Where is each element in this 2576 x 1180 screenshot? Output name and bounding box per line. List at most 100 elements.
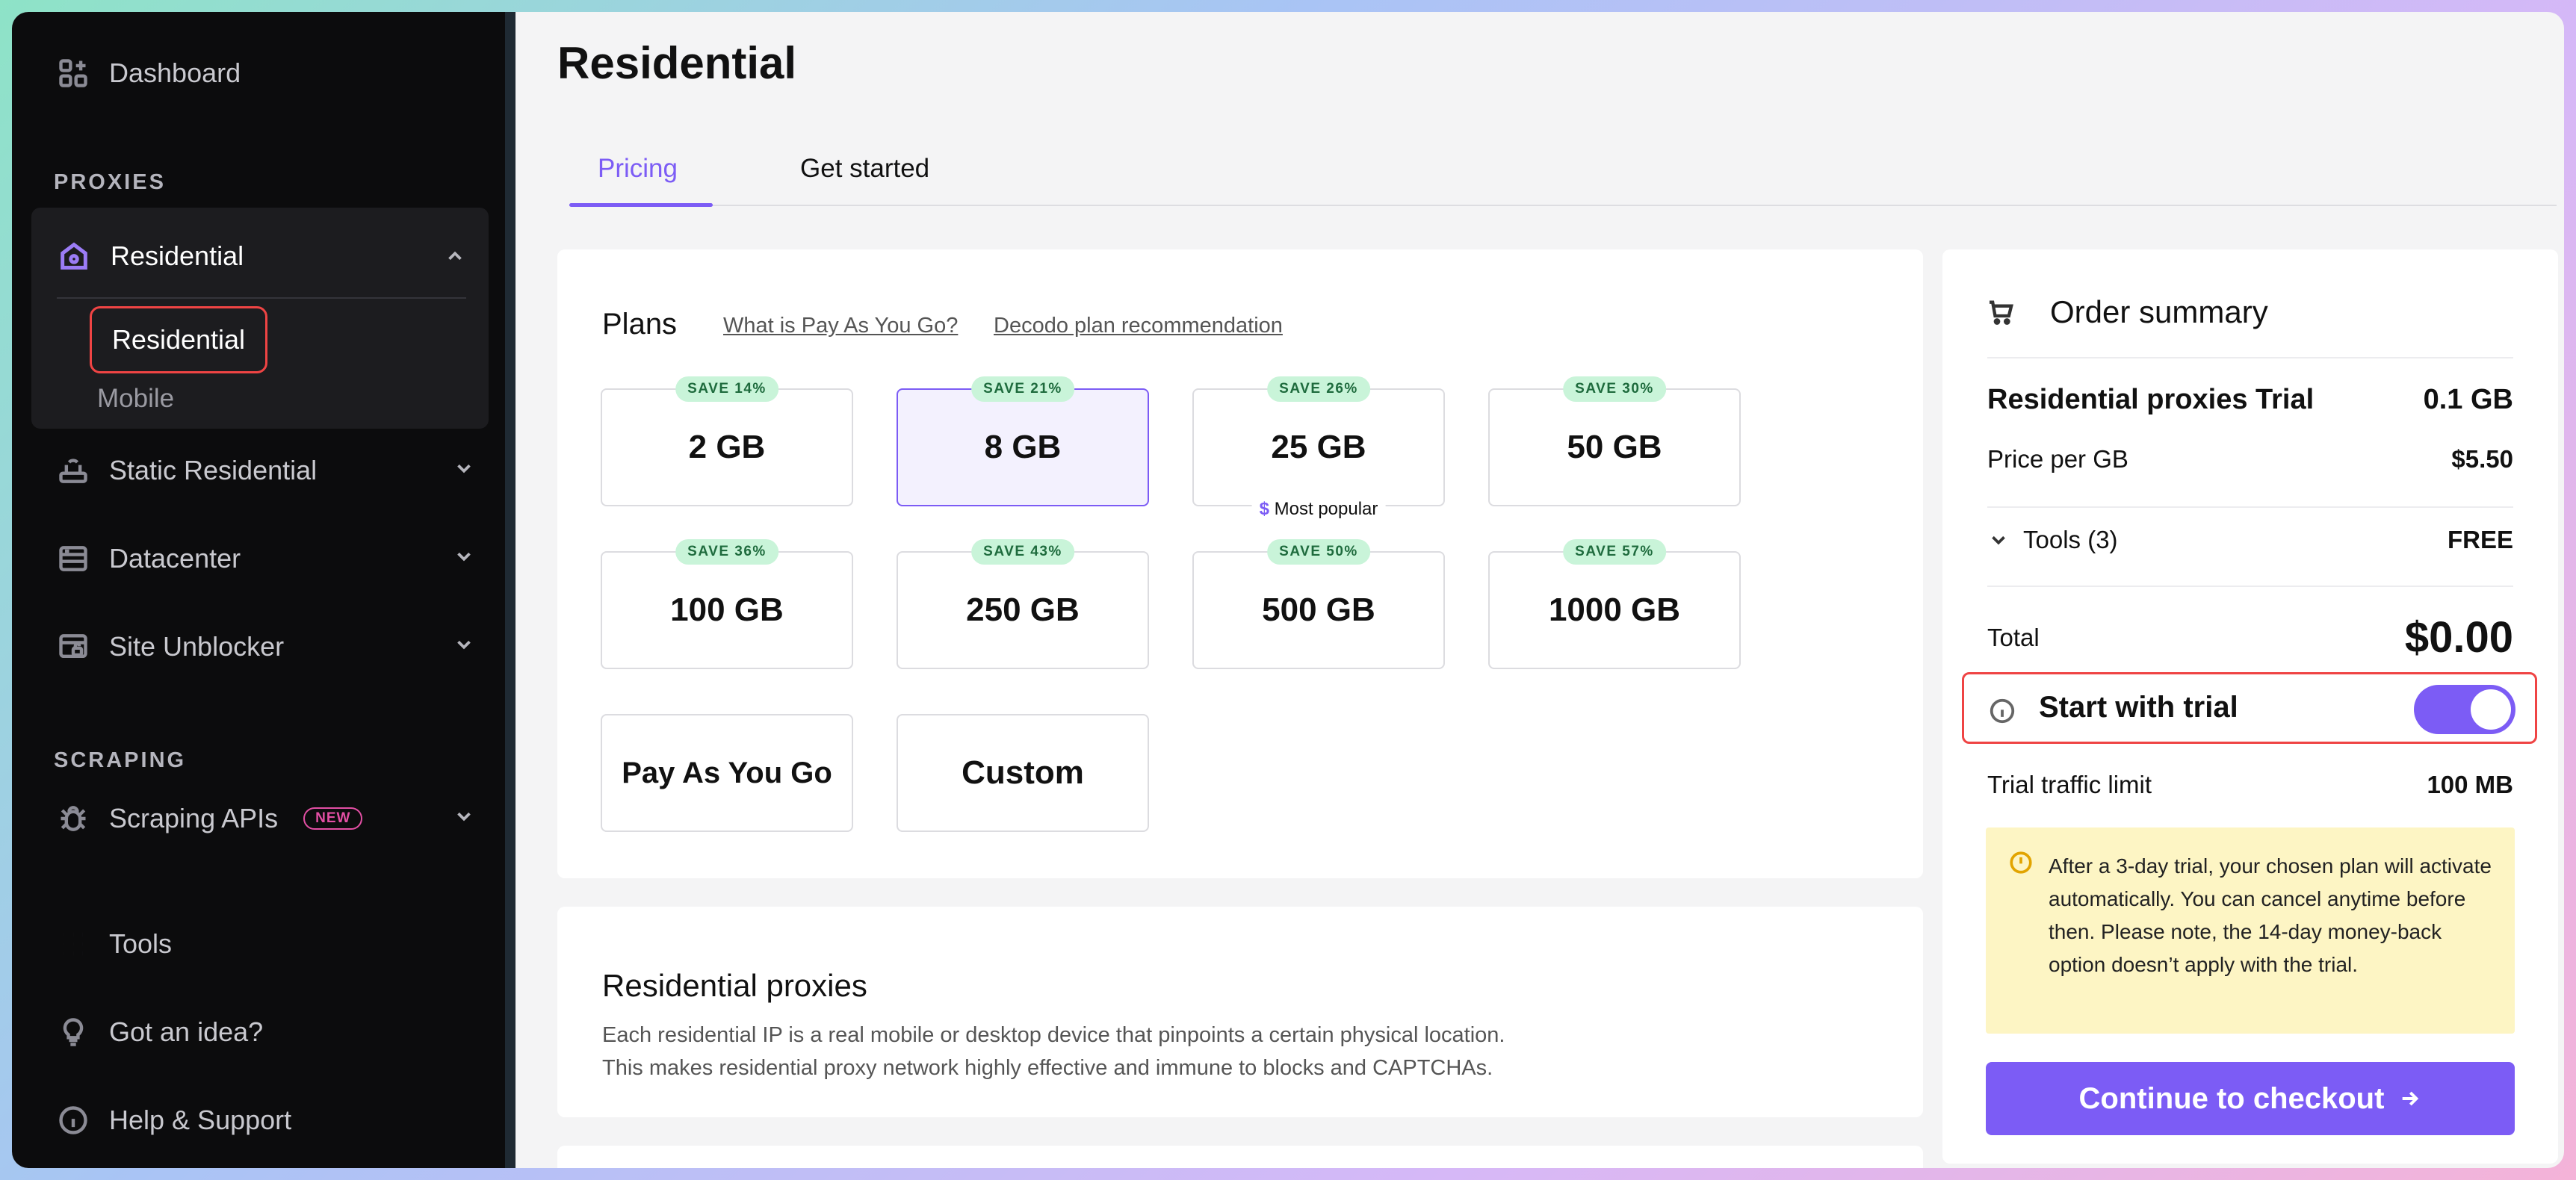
product-name: Residential proxies Trial bbox=[1987, 384, 2315, 415]
plan-option-2gb[interactable]: SAVE 14% 2 GB bbox=[601, 376, 853, 506]
sidebar-item-static-residential[interactable]: Static Residential bbox=[57, 454, 475, 487]
order-summary-header: Order summary bbox=[1986, 294, 2268, 330]
sidebar-subitem-mobile[interactable]: Mobile bbox=[97, 384, 175, 413]
order-summary-title: Order summary bbox=[2050, 294, 2268, 329]
divider bbox=[1987, 357, 2513, 358]
sidebar-item-label: Got an idea? bbox=[109, 1016, 264, 1047]
sidebar-subitem-residential[interactable]: Residential bbox=[90, 306, 267, 373]
price-per-gb-row: Price per GB $5.50 bbox=[1987, 445, 2513, 473]
plan-option-50gb[interactable]: SAVE 30% 50 GB bbox=[1488, 376, 1741, 506]
section-label-scraping: SCRAPING bbox=[54, 748, 187, 772]
order-summary: Order summary Residential proxies Trial … bbox=[1942, 249, 2558, 1164]
sidebar-item-scraping-apis[interactable]: Scraping APIs NEW bbox=[57, 802, 475, 835]
plan-label: Pay As You Go bbox=[622, 756, 832, 789]
chevron-down-icon[interactable] bbox=[453, 631, 475, 662]
tools-label: Tools (3) bbox=[2023, 526, 2118, 553]
info-icon[interactable] bbox=[1988, 697, 2016, 729]
plan-label: 25 GB bbox=[1271, 429, 1366, 465]
dollar-icon: $ bbox=[1259, 499, 1269, 519]
divider bbox=[1987, 586, 2513, 587]
sidebar-item-idea[interactable]: Got an idea? bbox=[57, 1016, 263, 1049]
sidebar-item-label: Residential bbox=[111, 240, 244, 271]
continue-to-checkout-button[interactable]: Continue to checkout bbox=[1986, 1062, 2515, 1135]
home-icon bbox=[61, 242, 87, 270]
plans-card: Plans What is Pay As You Go? Decodo plan… bbox=[557, 249, 1923, 878]
most-popular-label: Most popular bbox=[1274, 499, 1378, 519]
server-icon bbox=[59, 546, 87, 571]
save-badge: SAVE 26% bbox=[1267, 376, 1370, 402]
dashboard-icon bbox=[59, 59, 87, 87]
trial-limit-label: Trial traffic limit bbox=[1987, 771, 2152, 798]
sidebar-item-residential[interactable]: Residential bbox=[57, 239, 244, 273]
info-icon bbox=[59, 1106, 87, 1134]
save-badge: SAVE 30% bbox=[1563, 376, 1666, 402]
plan-option-100gb[interactable]: SAVE 36% 100 GB bbox=[601, 539, 853, 669]
summary-product-row: Residential proxies Trial 0.1 GB bbox=[1987, 384, 2513, 416]
save-badge: SAVE 57% bbox=[1563, 539, 1666, 565]
sidebar-item-tools[interactable]: Tools bbox=[57, 928, 172, 960]
trial-limit-value: 100 MB bbox=[2427, 771, 2513, 798]
checkout-label: Continue to checkout bbox=[2078, 1081, 2385, 1115]
sidebar-item-help[interactable]: Help & Support bbox=[57, 1104, 291, 1137]
grid-dots-icon bbox=[64, 932, 83, 956]
sidebar-item-label: Tools bbox=[109, 928, 173, 959]
sidebar-group-residential: Residential Residential Mobile bbox=[31, 208, 489, 429]
plan-option-8gb[interactable]: SAVE 21% 8 GB bbox=[897, 376, 1149, 506]
sidebar-item-label: Static Residential bbox=[109, 455, 318, 485]
notice-text: After a 3-day trial, your chosen plan wi… bbox=[2049, 854, 2492, 976]
sidebar-item-datacenter[interactable]: Datacenter bbox=[57, 542, 475, 575]
start-with-trial-row: Start with trial bbox=[1962, 672, 2537, 744]
divider bbox=[57, 297, 466, 299]
trial-notice: After a 3-day trial, your chosen plan wi… bbox=[1986, 827, 2515, 1034]
tab-get-started[interactable]: Get started bbox=[800, 154, 930, 183]
sidebar-item-site-unblocker[interactable]: Site Unblocker bbox=[57, 630, 475, 663]
trial-toggle[interactable] bbox=[2414, 685, 2515, 734]
plan-label: 100 GB bbox=[670, 591, 784, 628]
product-amount: 0.1 GB bbox=[2423, 384, 2513, 415]
what-is-payg-link[interactable]: What is Pay As You Go? bbox=[723, 314, 959, 338]
save-badge: SAVE 50% bbox=[1267, 539, 1370, 565]
sidebar-item-label: Site Unblocker bbox=[109, 631, 285, 662]
save-badge: SAVE 14% bbox=[675, 376, 778, 402]
plan-label: 50 GB bbox=[1567, 429, 1662, 465]
total-row: Total $0.00 bbox=[1987, 612, 2513, 662]
chevron-down-icon[interactable] bbox=[1987, 529, 2010, 551]
arrow-right-icon bbox=[2403, 1091, 2419, 1106]
plan-option-1000gb[interactable]: SAVE 57% 1000 GB bbox=[1488, 539, 1741, 669]
plan-option-pay-as-you-go[interactable]: Pay As You Go bbox=[601, 714, 853, 832]
plan-recommendation-link[interactable]: Decodo plan recommendation bbox=[994, 314, 1283, 338]
plan-label: 8 GB bbox=[984, 429, 1062, 465]
plan-label: 2 GB bbox=[688, 429, 766, 465]
plan-option-500gb[interactable]: SAVE 50% 500 GB bbox=[1192, 539, 1445, 669]
sidebar-item-label: Help & Support bbox=[109, 1105, 292, 1135]
price-label: Price per GB bbox=[1987, 445, 2128, 473]
description-line: This makes residential proxy network hig… bbox=[602, 1056, 1493, 1080]
tab-pricing[interactable]: Pricing bbox=[598, 154, 678, 183]
section-label-proxies: PROXIES bbox=[54, 170, 166, 194]
chevron-down-icon[interactable] bbox=[453, 455, 475, 486]
chevron-down-icon[interactable] bbox=[453, 543, 475, 574]
chevron-down-icon[interactable] bbox=[453, 803, 475, 834]
chevron-up-icon[interactable] bbox=[444, 245, 466, 271]
save-badge: SAVE 36% bbox=[675, 539, 778, 565]
plan-option-25gb[interactable]: SAVE 26% 25 GB $ Most popular bbox=[1192, 376, 1445, 520]
save-badge: SAVE 43% bbox=[971, 539, 1074, 565]
trial-limit-row: Trial traffic limit 100 MB bbox=[1987, 771, 2513, 799]
description-line: Each residential IP is a real mobile or … bbox=[602, 1023, 1505, 1047]
cart-icon bbox=[1990, 300, 2013, 325]
plan-option-250gb[interactable]: SAVE 43% 250 GB bbox=[897, 539, 1149, 669]
divider bbox=[1987, 506, 2513, 508]
tools-row[interactable]: Tools (3) FREE bbox=[1987, 526, 2513, 554]
total-value: $0.00 bbox=[2404, 613, 2513, 662]
router-icon bbox=[59, 459, 87, 483]
section-title: Residential proxies bbox=[602, 968, 867, 1003]
sidebar: Dashboard PROXIES Residential Residentia… bbox=[12, 12, 515, 1168]
active-tab-indicator bbox=[569, 203, 713, 207]
tools-value: FREE bbox=[2447, 526, 2513, 553]
lightbulb-icon bbox=[63, 1018, 84, 1046]
plan-option-custom[interactable]: Custom bbox=[897, 714, 1149, 832]
price-value: $5.50 bbox=[2451, 445, 2513, 473]
save-badge: SAVE 21% bbox=[971, 376, 1074, 402]
sidebar-item-dashboard[interactable]: Dashboard bbox=[57, 57, 241, 90]
warning-icon bbox=[2008, 850, 2034, 879]
